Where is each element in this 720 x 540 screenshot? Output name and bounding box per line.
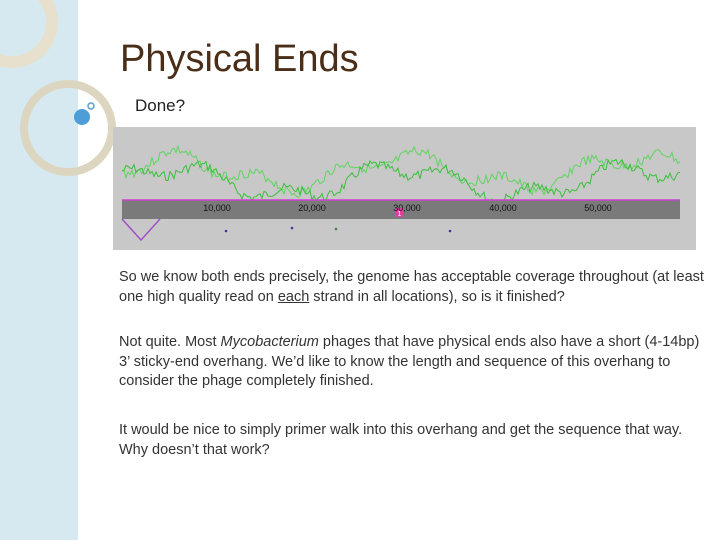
axis-label: 30,000 — [393, 203, 421, 213]
decoration — [0, 0, 116, 176]
text: Not quite. Most — [119, 334, 221, 350]
emphasis: Mycobacterium — [220, 334, 319, 350]
title: Physical Ends — [120, 38, 359, 80]
text: strand in all locations), so is it finis… — [309, 288, 565, 305]
text: So we know both ends precisely, the geno… — [119, 269, 704, 305]
paragraph: Not quite. Most Mycobacterium phages tha… — [119, 333, 709, 392]
axis-label: 20,000 — [298, 203, 326, 213]
subtitle: Done? — [135, 96, 186, 115]
coverage-figure: 10,000 20,000 30,000 40,000 50,000 1 — [113, 127, 696, 250]
paragraph: It would be nice to simply primer walk i… — [119, 421, 709, 460]
axis-label: 10,000 — [203, 203, 231, 213]
text: It would be nice to simply primer walk i… — [119, 422, 683, 458]
text: phages that have physical ends also have… — [119, 334, 700, 389]
paragraph: So we know both ends precisely, the geno… — [119, 268, 709, 307]
emphasis: each — [277, 288, 310, 305]
axis-label: 40,000 — [489, 203, 517, 213]
axis-label: 50,000 — [584, 203, 612, 213]
marker-label: 1 — [398, 211, 402, 218]
